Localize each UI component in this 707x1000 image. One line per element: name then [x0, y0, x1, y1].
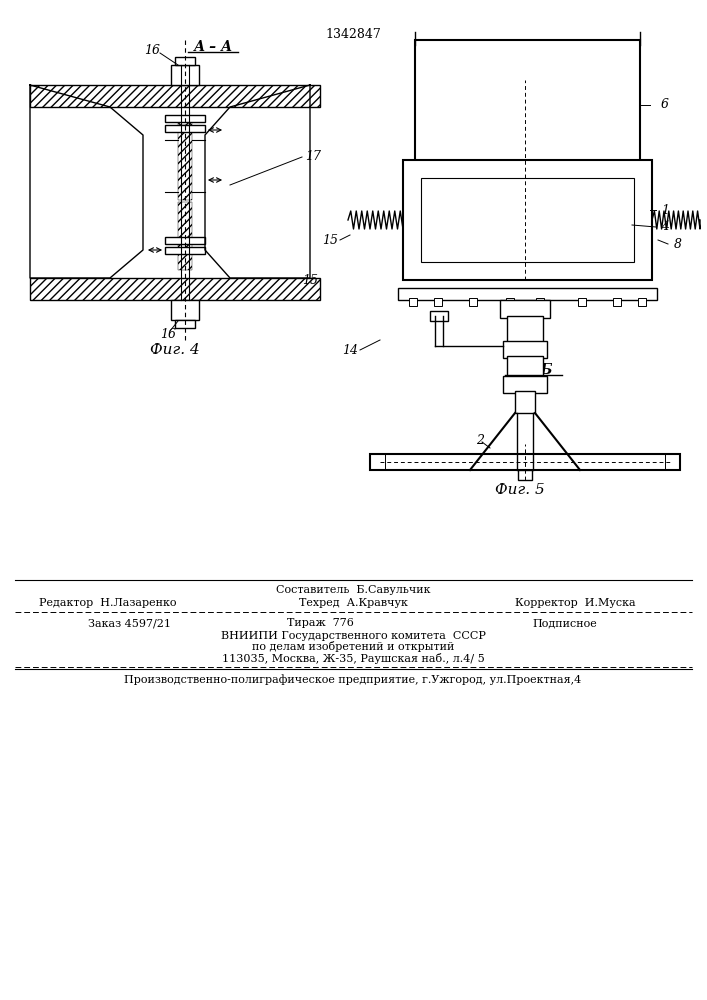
- Bar: [171, 65, 199, 85]
- Bar: [175, 57, 195, 65]
- Text: Корректор  И.Муска: Корректор И.Муска: [515, 598, 636, 608]
- Text: А – А: А – А: [194, 40, 233, 54]
- Bar: [613, 298, 621, 306]
- Text: 15: 15: [322, 233, 338, 246]
- Text: 1: 1: [661, 204, 669, 217]
- Text: 1342847: 1342847: [325, 27, 381, 40]
- Bar: [165, 115, 205, 122]
- Text: Редактор  Н.Лазаренко: Редактор Н.Лазаренко: [40, 598, 177, 608]
- Bar: [434, 298, 442, 306]
- Bar: [178, 122, 192, 125]
- Bar: [518, 470, 532, 480]
- Text: ВНИИПИ Государственного комитета  СССР: ВНИИПИ Государственного комитета СССР: [221, 631, 486, 641]
- Bar: [178, 132, 192, 200]
- Bar: [403, 160, 652, 280]
- Bar: [171, 300, 199, 320]
- Bar: [415, 40, 640, 170]
- Bar: [515, 391, 535, 413]
- Bar: [638, 298, 646, 306]
- Bar: [165, 247, 205, 254]
- Text: 16: 16: [144, 43, 160, 56]
- Text: Фиг. 4: Фиг. 4: [150, 343, 200, 357]
- Bar: [165, 237, 205, 244]
- Text: Фиг. 5: Фиг. 5: [495, 483, 545, 497]
- Bar: [500, 300, 550, 318]
- Bar: [178, 202, 192, 270]
- Text: Производственно-полиграфическое предприятие, г.Ужгород, ул.Проектная,4: Производственно-полиграфическое предприя…: [124, 675, 582, 685]
- Text: 14: 14: [342, 344, 358, 357]
- Bar: [469, 298, 477, 306]
- Bar: [421, 178, 634, 262]
- Bar: [403, 160, 421, 280]
- Bar: [578, 298, 586, 306]
- Bar: [409, 298, 417, 306]
- Bar: [507, 316, 543, 343]
- Bar: [30, 85, 320, 107]
- Bar: [503, 341, 547, 358]
- Bar: [634, 160, 652, 280]
- Text: Техред  А.Кравчук: Техред А.Кравчук: [298, 598, 407, 608]
- Text: 15: 15: [302, 273, 318, 286]
- Text: Тираж  776: Тираж 776: [286, 618, 354, 628]
- Bar: [403, 262, 652, 280]
- Text: 113035, Москва, Ж-35, Раушская наб., л.4/ 5: 113035, Москва, Ж-35, Раушская наб., л.4…: [221, 652, 484, 664]
- Text: Б – Б: Б – Б: [513, 363, 554, 377]
- Bar: [398, 288, 657, 300]
- Text: 17: 17: [305, 150, 321, 163]
- Text: Подписное: Подписное: [532, 618, 597, 628]
- Text: Составитель  Б.Савульчик: Составитель Б.Савульчик: [276, 585, 431, 595]
- Text: Заказ 4597/21: Заказ 4597/21: [88, 618, 171, 628]
- Bar: [403, 160, 652, 178]
- Bar: [165, 125, 205, 132]
- Bar: [503, 376, 547, 393]
- Text: 2: 2: [476, 434, 484, 446]
- Text: по делам изобретений и открытий: по делам изобретений и открытий: [252, 642, 454, 652]
- Bar: [175, 320, 195, 328]
- Bar: [370, 454, 680, 470]
- Text: 16: 16: [160, 328, 176, 342]
- Text: 6: 6: [661, 99, 669, 111]
- Bar: [536, 298, 544, 306]
- Bar: [430, 311, 448, 321]
- Text: 4: 4: [661, 221, 669, 233]
- Bar: [506, 298, 514, 306]
- Bar: [30, 278, 320, 300]
- Bar: [507, 356, 543, 378]
- Text: 8: 8: [674, 237, 682, 250]
